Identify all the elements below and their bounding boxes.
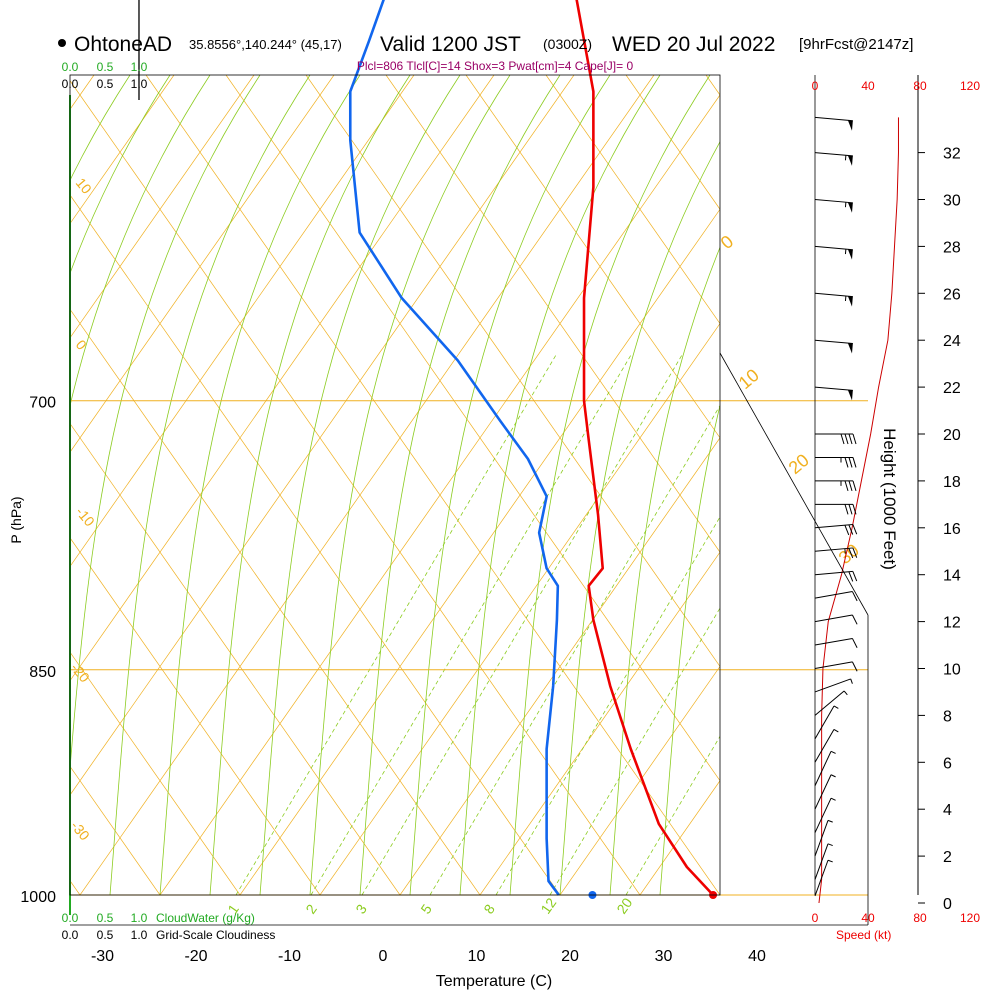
- cloud-scale-bottom-1: 1.0: [131, 911, 148, 925]
- temperature-tick-label: -20: [184, 948, 207, 965]
- station-coords: 35.8556°,140.244° (45,17): [189, 37, 342, 52]
- cloudiness-scale-bottom-1: 1.0: [131, 928, 148, 942]
- cloudiness-scale-top-05: 0.5: [97, 77, 114, 91]
- utc-time: (0300Z): [543, 36, 592, 52]
- height-tick-label: 10: [943, 662, 961, 679]
- height-tick-label: 14: [943, 568, 961, 585]
- height-tick-label: 0: [943, 896, 952, 913]
- speed-tick-bottom-0: 0: [812, 911, 819, 925]
- height-tick-label: 6: [943, 755, 952, 772]
- height-tick-label: 26: [943, 286, 961, 303]
- pressure-tick-label: 1000: [20, 889, 56, 906]
- valid-date: WED 20 Jul 2022: [612, 33, 775, 56]
- height-tick-label: 16: [943, 521, 961, 538]
- height-tick-label: 2: [943, 849, 952, 866]
- cloudiness-scale-bottom-05: 0.5: [97, 928, 114, 942]
- speed-tick-bottom-120: 120: [960, 911, 980, 925]
- speed-axis-label: Speed (kt): [836, 928, 891, 942]
- speed-tick-bottom-80: 80: [913, 911, 927, 925]
- cloud-water-label: CloudWater (g/Kg): [156, 911, 255, 925]
- height-tick-label: 4: [943, 802, 952, 819]
- height-tick-label: 8: [943, 708, 952, 725]
- speed-tick-top-40: 40: [861, 79, 875, 93]
- temperature-tick-label: 40: [748, 948, 766, 965]
- stability-indices: Plcl=806 Tlcl[C]=14 Shox=3 Pwat[cm]=4 Ca…: [357, 59, 634, 73]
- cloud-scale-bottom-05: 0.5: [97, 911, 114, 925]
- height-tick-label: 20: [943, 427, 961, 444]
- temperature-tick-label: 10: [468, 948, 486, 965]
- pressure-tick-label: 700: [29, 395, 56, 412]
- temperature-tick-label: -10: [278, 948, 301, 965]
- cloud-scale-top-0: 0.0: [62, 60, 79, 74]
- valid-time: Valid 1200 JST: [380, 33, 521, 56]
- pressure-axis-title: P (hPa): [8, 496, 24, 543]
- forecast-info: [9hrFcst@2147z]: [799, 36, 913, 53]
- height-tick-label: 22: [943, 380, 961, 397]
- height-tick-label: 32: [943, 146, 961, 163]
- cloud-scale-top-05: 0.5: [97, 60, 114, 74]
- cloudiness-scale-bottom-0: 0.0: [62, 928, 79, 942]
- cloudiness-scale-top-0: 0.0: [62, 77, 79, 91]
- cloud-scale-bottom-0: 0.0: [62, 911, 79, 925]
- temperature-axis-title: Temperature (C): [436, 973, 552, 990]
- height-axis-title: Height (1000 Feet): [880, 428, 899, 570]
- temperature-tick-label: 0: [379, 948, 388, 965]
- cloudiness-label: Grid-Scale Cloudiness: [156, 928, 275, 942]
- cloud-scale-top-1: 1.0: [131, 60, 148, 74]
- speed-tick-top-0: 0: [812, 79, 819, 93]
- height-tick-label: 28: [943, 239, 961, 256]
- height-tick-label: 24: [943, 333, 961, 350]
- station-dot-icon: [58, 39, 66, 47]
- speed-tick-top-80: 80: [913, 79, 927, 93]
- station-name: OhtoneAD: [74, 33, 172, 56]
- height-tick-label: 12: [943, 615, 961, 632]
- temperature-tick-label: 20: [561, 948, 579, 965]
- height-tick-label: 30: [943, 193, 961, 210]
- speed-tick-top-120: 120: [960, 79, 980, 93]
- height-tick-label: 18: [943, 474, 961, 491]
- temperature-tick-label: 30: [655, 948, 673, 965]
- temperature-tick-label: -30: [91, 948, 114, 965]
- pressure-tick-label: 850: [29, 664, 56, 681]
- cloudiness-scale-top-1: 1.0: [131, 77, 148, 91]
- speed-tick-bottom-40: 40: [861, 911, 875, 925]
